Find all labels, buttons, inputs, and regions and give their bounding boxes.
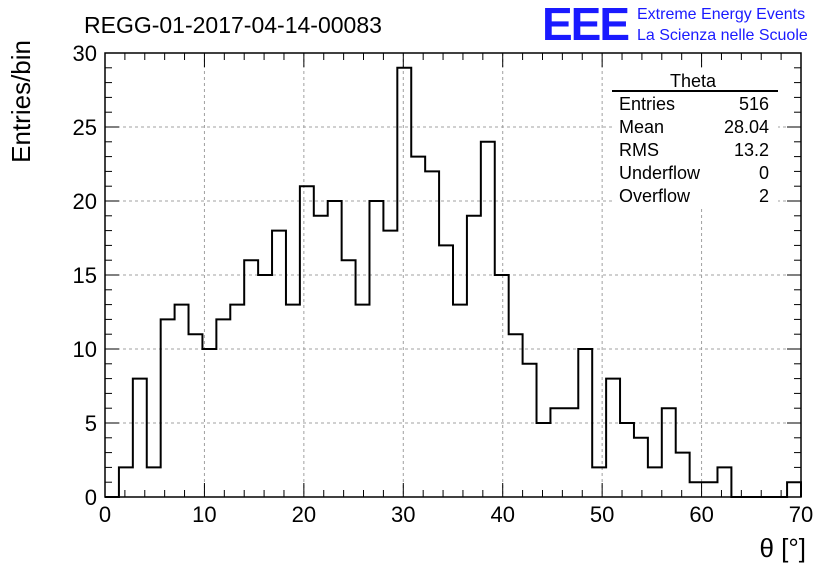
- y-tick-label-0: 0: [85, 485, 97, 510]
- eee-logo: EEE Extreme Energy Events La Scienza nel…: [542, 0, 808, 50]
- x-tick-label-0: 0: [99, 502, 111, 527]
- stats-box-background: [612, 70, 778, 208]
- y-tick-label-20: 20: [73, 189, 97, 214]
- x-tick-label-70: 70: [789, 502, 813, 527]
- axis-ticks: [104, 52, 802, 498]
- stats-label-mean: Mean: [619, 117, 664, 137]
- stats-label-underflow: Underflow: [619, 163, 701, 183]
- y-tick-labels: 0 5 10 15 20 25 30: [73, 41, 97, 510]
- stats-value-mean: 28.04: [724, 117, 769, 137]
- chart-title: REGG-01-2017-04-14-00083: [84, 12, 382, 38]
- histogram-step-line: [105, 66, 802, 498]
- stats-value-underflow: 0: [759, 163, 769, 183]
- x-tick-label-60: 60: [689, 502, 713, 527]
- stats-value-entries: 516: [739, 94, 769, 114]
- x-tick-label-50: 50: [590, 502, 614, 527]
- y-axis-title: Entries/bin: [6, 40, 36, 163]
- x-tick-label-20: 20: [292, 502, 316, 527]
- grid-lines: [105, 53, 801, 497]
- y-tick-label-30: 30: [73, 41, 97, 66]
- stats-label-overflow: Overflow: [619, 186, 691, 206]
- x-tick-labels: 0 10 20 30 40 50 60 70: [99, 502, 813, 527]
- x-tick-label-30: 30: [391, 502, 415, 527]
- stats-box-rows: Entries 516 Mean 28.04 RMS 13.2 Underflow 0 Over…: [619, 94, 769, 206]
- stats-value-rms: 13.2: [734, 140, 769, 160]
- logo-line-2: La Scienza nelle Scuole: [637, 27, 808, 44]
- logo-mark: EEE: [542, 0, 628, 50]
- y-tick-label-10: 10: [73, 337, 97, 362]
- stats-label-rms: RMS: [619, 140, 659, 160]
- y-tick-label-15: 15: [73, 263, 97, 288]
- x-axis-title: θ [°]: [759, 533, 806, 563]
- y-tick-label-25: 25: [73, 115, 97, 140]
- x-tick-label-10: 10: [192, 502, 216, 527]
- x-tick-label-40: 40: [490, 502, 514, 527]
- logo-line-1: Extreme Energy Events: [637, 6, 805, 23]
- stats-box-title: Theta: [670, 71, 717, 91]
- stats-box: Theta Entries 516 Mean 28.04 RMS 13.2 Underflo…: [612, 70, 778, 208]
- stats-value-overflow: 2: [759, 186, 769, 206]
- y-tick-label-5: 5: [85, 411, 97, 436]
- stats-label-entries: Entries: [619, 94, 675, 114]
